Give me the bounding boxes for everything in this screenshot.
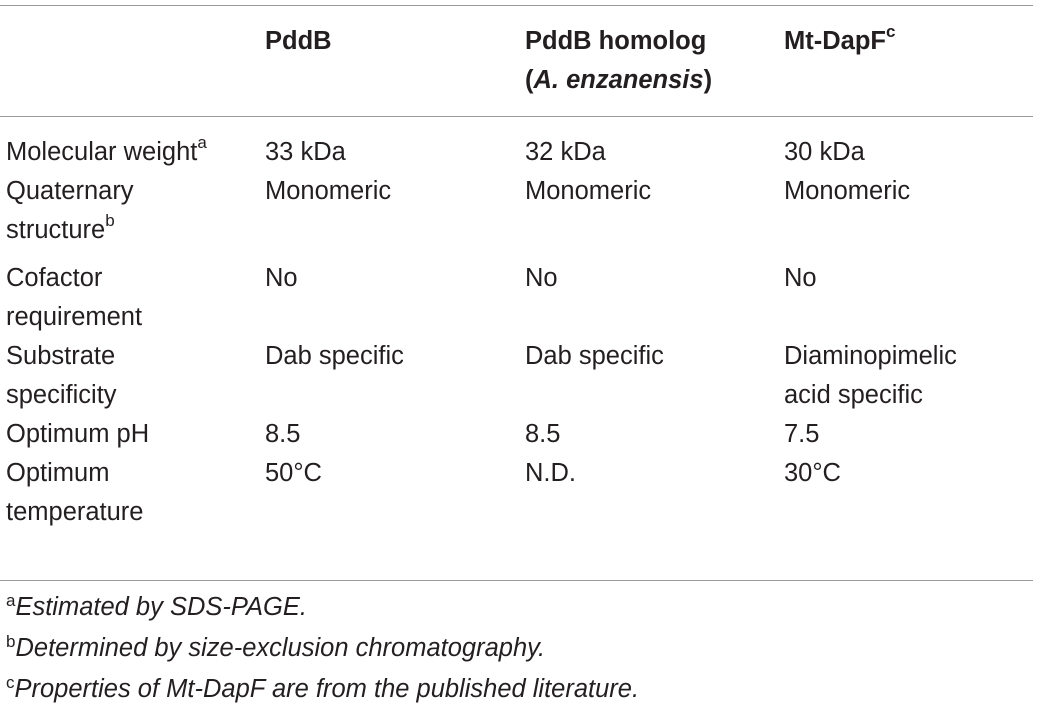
header-mt-dapf-label: Mt-DapF [784, 27, 886, 55]
cell-homolog: Monomeric [525, 177, 652, 205]
cell-pddb: 8.5 [265, 420, 301, 448]
header-homolog-open-paren: ( [525, 66, 534, 94]
row-label: Molecular weighta [6, 132, 207, 167]
properties-table: PddB PddB homolog (A. enzanensis) Mt-DapF… [6, 0, 1033, 532]
row-label: Cofactor requirement [6, 264, 143, 331]
footnote-mark: a [6, 591, 16, 610]
table-row: Quaternary structureb Monomeric Monomeric… [6, 172, 1033, 259]
cell-pddb: 50°C [265, 459, 322, 487]
table-row: Substrate specificity Dab specific Dab s… [6, 337, 1033, 415]
row-label-sup: a [197, 132, 207, 152]
cell-mt-dapf: No [784, 264, 817, 292]
header-homolog-close-paren: ) [703, 66, 713, 94]
cell-homolog: No [525, 264, 558, 292]
cell-mt-dapf: 7.5 [784, 420, 820, 448]
cell-mt-dapf: 30 kDa [784, 138, 865, 166]
table-row: Optimum temperature 50°C N.D. 30°C [6, 454, 1033, 532]
footnote-text: Properties of Mt-DapF are from the publi… [14, 675, 640, 703]
header-rule [0, 116, 1033, 117]
cell-pddb: Monomeric [265, 177, 392, 205]
header-homolog-species: A. enzanensis [533, 66, 704, 94]
footnote-c: cProperties of Mt-DapF are from the publ… [6, 670, 639, 711]
footnote-text: Determined by size-exclusion chromatogra… [15, 634, 546, 662]
row-label: Quaternary structureb [6, 177, 134, 244]
table-row: Optimum pH 8.5 8.5 7.5 [6, 415, 1033, 454]
bottom-rule [0, 580, 1033, 581]
header-pddb-homolog: PddB homolog (A. enzanensis) [525, 0, 784, 116]
row-label: Substrate specificity [6, 342, 117, 409]
row-label-sup: b [105, 210, 115, 230]
cell-pddb: 33 kDa [265, 138, 346, 166]
cell-homolog: Dab specific [525, 342, 664, 370]
cell-homolog: 8.5 [525, 420, 561, 448]
footnotes: aEstimated by SDS-PAGE. bDetermined by s… [6, 588, 639, 711]
cell-pddb: Dab specific [265, 342, 404, 370]
header-mt-dapf-sup: c [885, 21, 896, 41]
cell-homolog: N.D. [525, 459, 576, 487]
footnote-mark: c [6, 673, 15, 692]
cell-mt-dapf: Monomeric [784, 177, 911, 205]
footnote-a: aEstimated by SDS-PAGE. [6, 588, 639, 629]
header-empty-cell [6, 0, 265, 116]
table-row: Molecular weighta 33 kDa 32 kDa 30 kDa [6, 116, 1033, 172]
header-pddb: PddB [265, 27, 332, 55]
footnote-text: Estimated by SDS-PAGE. [15, 593, 307, 621]
cell-pddb: No [265, 264, 298, 292]
footnote-b: bDetermined by size-exclusion chromatogr… [6, 629, 639, 670]
table-row: Cofactor requirement No No No [6, 259, 1033, 337]
cell-mt-dapf: 30°C [784, 459, 841, 487]
row-label: Optimum pH [6, 420, 150, 448]
table-header-row: PddB PddB homolog (A. enzanensis) Mt-DapF… [6, 0, 1033, 116]
top-rule [0, 5, 1033, 6]
cell-mt-dapf: Diaminopimelic acid specific [784, 342, 957, 409]
header-mt-dapf: Mt-DapFc [784, 0, 1033, 116]
header-homolog-line1: PddB homolog [525, 27, 707, 55]
row-label: Optimum temperature [6, 459, 144, 526]
footnote-mark: b [6, 632, 16, 651]
cell-homolog: 32 kDa [525, 138, 606, 166]
